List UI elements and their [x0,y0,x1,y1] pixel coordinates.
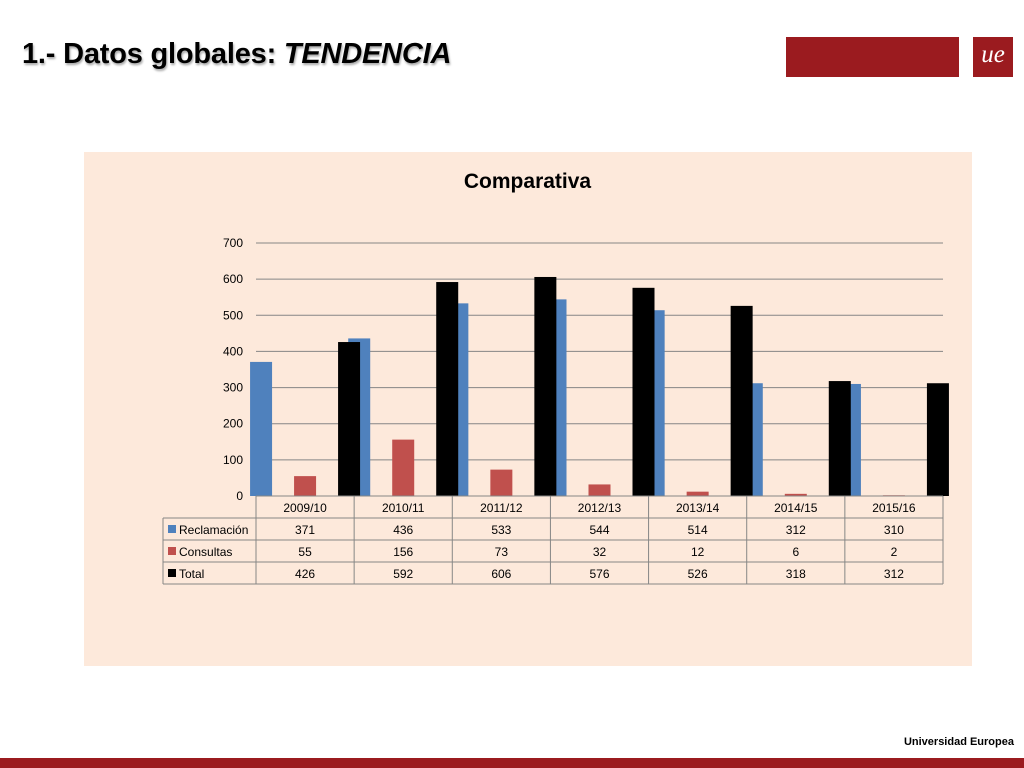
x-category-label: 2011/12 [480,501,523,515]
legend-label: Consultas [179,545,232,559]
bar [632,287,655,496]
bottom-bar [0,758,1024,768]
x-category-label: 2014/15 [774,501,818,515]
table-value: 592 [393,567,413,581]
bar [686,491,709,496]
legend-key [168,547,176,555]
bar [392,439,415,496]
bar [926,383,949,496]
legend-label: Reclamación [179,523,248,537]
y-tick-label: 0 [236,489,243,503]
slide-title-main: 1.- Datos globales: [22,38,284,70]
bar [534,276,557,496]
table-value: 514 [688,523,708,537]
y-tick-label: 100 [223,453,243,467]
slide-title-emphasis: TENDENCIA [283,38,452,70]
table-value: 312 [786,523,806,537]
table-value: 6 [792,545,799,559]
logo-text: ue [981,41,1005,68]
legend-key [168,569,176,577]
table-value: 156 [393,545,413,559]
table-value: 606 [491,567,511,581]
table-value: 371 [295,523,315,537]
table-value: 310 [884,523,904,537]
table-value: 2 [891,545,898,559]
x-category-label: 2013/14 [676,501,720,515]
table-value: 312 [884,567,904,581]
y-tick-label: 600 [223,272,243,286]
x-category-label: 2015/16 [872,501,916,515]
y-tick-label: 700 [223,236,243,250]
footer-brand: Universidad Europea [903,736,1014,748]
table-value: 318 [786,567,806,581]
bar [436,282,459,496]
x-category-label: 2012/13 [578,501,622,515]
y-tick-label: 300 [223,381,243,395]
table-value: 526 [688,567,708,581]
comparison-chart: Comparativa 0 100 200 300 400 500 600 700 2009/10… [162,170,949,585]
slide-title: 1.- Datos globales: TENDENCIA [22,38,451,71]
brand-banner [786,37,959,77]
table-value: 12 [691,545,705,559]
table-value: 32 [593,545,607,559]
bar [784,493,807,496]
table-value: 544 [589,523,609,537]
table-value: 426 [295,567,315,581]
table-value: 576 [589,567,609,581]
university-logo: ue [973,37,1013,77]
legend-key [168,525,176,533]
bar [828,381,851,496]
y-tick-label: 500 [223,308,243,322]
bar [294,476,317,496]
bar [490,469,513,496]
y-tick-label: 400 [223,344,243,358]
bar [250,361,273,496]
chart-panel: Comparativa 0 100 200 300 400 500 600 700 2009/10… [84,152,972,666]
bar [730,305,753,496]
y-tick-label: 200 [223,417,243,431]
bar [338,342,361,496]
table-value: 533 [491,523,511,537]
x-category-label: 2009/10 [283,501,327,515]
table-value: 55 [298,545,312,559]
legend-label: Total [179,567,204,581]
bar [588,484,611,496]
table-value: 436 [393,523,413,537]
chart-title: Comparativa [464,170,592,193]
table-value: 73 [495,545,509,559]
x-category-label: 2010/11 [382,501,425,515]
